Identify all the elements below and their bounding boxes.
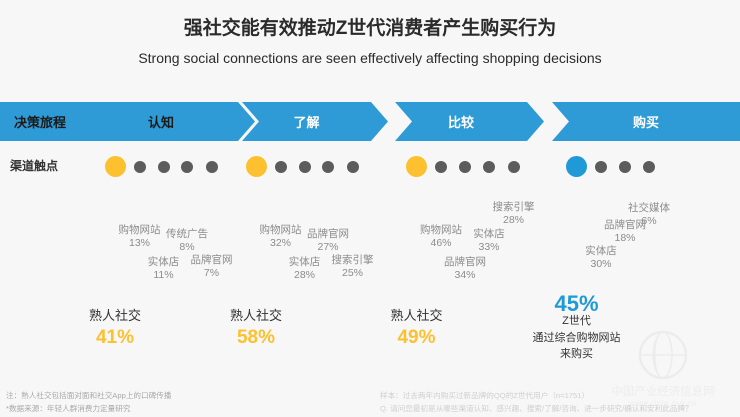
svg-text:www.cinic.org.cn: www.cinic.org.cn (628, 399, 697, 408)
svg-text:中国产业经济信息网: 中国产业经济信息网 (611, 384, 715, 398)
